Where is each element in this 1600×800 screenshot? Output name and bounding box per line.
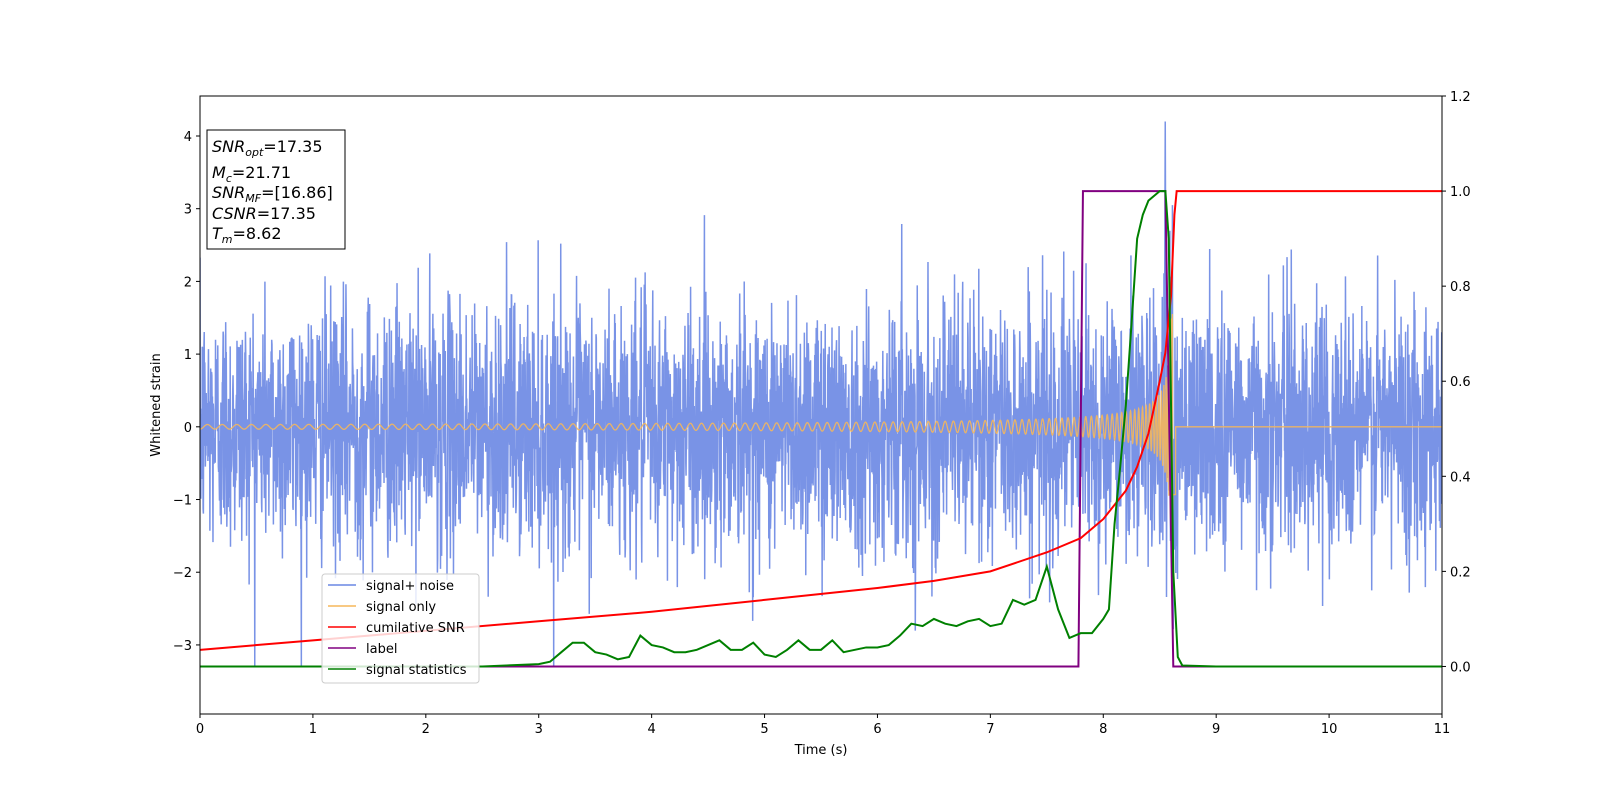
x-tick-label: 4 [647,722,655,737]
left-y-tick-label: 2 [184,275,192,290]
stats-snr-opt-subscript: opt [245,146,264,159]
legend-frame [321,573,480,684]
left-y-axis-ticks: −3 −2 −1 0 1 2 3 4 [173,130,200,654]
stats-csnr-symbol: CSNR [212,204,257,223]
series-line-signal-only [200,313,1442,550]
stats-snr-opt: SNRopt=17.35 [212,137,323,159]
stats-snr-mf: SNRMF=[16.86] [212,183,333,205]
legend-label-cumulative-snr: cumilative SNR [366,621,465,636]
stats-snr-mf-symbol: SNR [212,183,245,202]
right-y-tick-label: 1.0 [1450,185,1471,200]
x-tick-label: 9 [1212,722,1220,737]
stats-box: SNRopt=17.35 Mc=21.71 SNRMF=[16.86] CSNR… [206,129,346,250]
stats-snr-mf-subscript: MF [245,192,261,205]
stats-csnr-value: =17.35 [257,204,316,223]
left-y-tick-label: −3 [173,639,192,654]
x-tick-label: 7 [986,722,994,737]
right-y-tick-label: 0.8 [1450,280,1471,295]
plot-lines [200,121,1442,668]
x-tick-label: 3 [535,722,543,737]
x-tick-label: 10 [1321,722,1338,737]
stats-tm: Tm=8.62 [212,224,282,246]
stats-box-frame [206,129,346,250]
right-y-axis-ticks: 0.0 0.2 0.4 0.6 0.8 1.0 1.2 [1442,90,1471,675]
right-y-tick-label: 0.4 [1450,470,1471,485]
stats-mc-value: =21.71 [232,163,291,182]
x-tick-label: 6 [873,722,881,737]
legend: signal+ noise signal only cumilative SNR… [321,573,480,684]
left-y-axis-label: Whitened strain [149,353,164,456]
legend-label-signal-noise: signal+ noise [366,579,454,594]
plot-frame [199,95,1443,715]
stats-tm-value: =8.62 [233,224,282,243]
right-y-tick-label: 0.2 [1450,565,1471,580]
stats-snr-opt-value: =17.35 [263,137,322,156]
stats-snr-mf-value: =[16.86] [261,183,333,202]
stats-mc-subscript: c [226,172,232,185]
stats-csnr: CSNR=17.35 [212,204,316,223]
left-y-tick-label: −2 [173,566,192,581]
legend-label-signal-statistics: signal statistics [366,663,467,678]
stats-tm-subscript: m [222,233,233,246]
x-tick-label: 5 [760,722,768,737]
stats-snr-opt-symbol: SNR [212,137,245,156]
left-y-tick-label: −1 [173,494,192,509]
stats-tm-symbol: T [212,224,223,243]
x-tick-label: 0 [196,722,204,737]
stats-mc-symbol: M [212,163,226,182]
x-axis-label: Time (s) [794,743,848,758]
x-axis-ticks: 0 1 2 3 4 5 6 7 8 9 10 11 [196,714,1450,737]
left-y-tick-label: 0 [184,421,192,436]
legend-label-label: label [366,642,397,657]
right-y-tick-label: 0.6 [1450,375,1471,390]
x-tick-label: 11 [1434,722,1451,737]
right-y-tick-label: 0.0 [1450,660,1471,675]
stats-mc: Mc=21.71 [212,163,291,185]
left-y-tick-label: 1 [184,348,192,363]
left-y-tick-label: 4 [184,130,192,145]
legend-label-signal-only: signal only [366,600,436,615]
x-tick-label: 2 [422,722,430,737]
right-y-tick-label: 1.2 [1450,90,1471,105]
left-y-tick-label: 3 [184,203,192,218]
series-line-signal-statistics [200,190,1442,668]
x-tick-label: 8 [1099,722,1107,737]
x-tick-label: 1 [309,722,317,737]
